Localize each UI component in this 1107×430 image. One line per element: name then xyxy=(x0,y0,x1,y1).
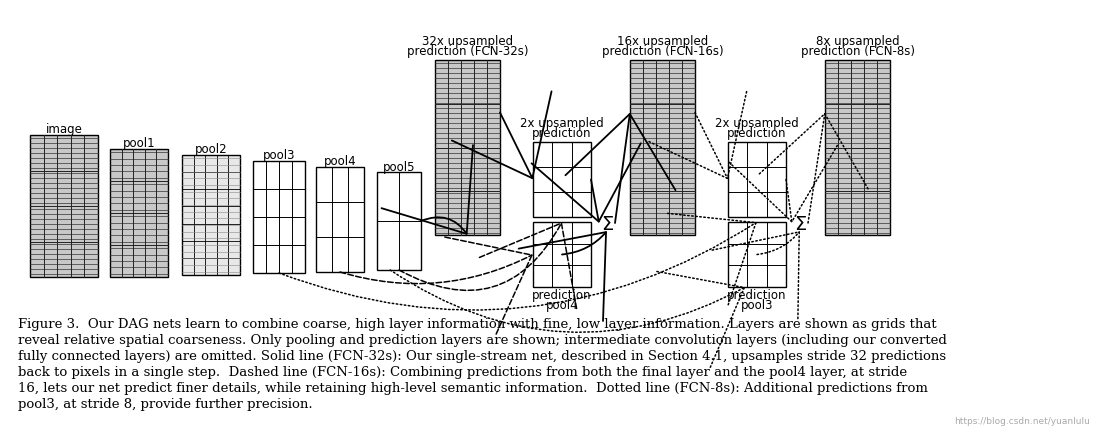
Text: image: image xyxy=(45,123,82,136)
Bar xyxy=(532,222,591,287)
Text: pool3: pool3 xyxy=(741,299,774,312)
Text: fully connected layers) are omitted. Solid line (FCN-32s): Our single-stream net: fully connected layers) are omitted. Sol… xyxy=(18,349,946,362)
Bar xyxy=(728,143,786,218)
Text: pool4: pool4 xyxy=(546,299,578,312)
Bar xyxy=(254,162,306,273)
Text: https://blog.csdn.net/yuanlulu: https://blog.csdn.net/yuanlulu xyxy=(954,416,1090,425)
Text: prediction (FCN-8s): prediction (FCN-8s) xyxy=(800,44,914,57)
Bar xyxy=(435,61,500,236)
Text: prediction (FCN-32s): prediction (FCN-32s) xyxy=(406,44,528,57)
Bar xyxy=(110,150,168,277)
Text: 16x upsampled: 16x upsampled xyxy=(617,34,708,47)
Bar xyxy=(377,172,421,270)
Text: 2x upsampled: 2x upsampled xyxy=(715,116,799,129)
Text: back to pixels in a single step.  Dashed line (FCN-16s): Combining predictions f: back to pixels in a single step. Dashed … xyxy=(18,365,907,378)
Text: 8x upsampled: 8x upsampled xyxy=(816,34,899,47)
Text: prediction: prediction xyxy=(727,126,787,139)
Text: pool3: pool3 xyxy=(262,149,296,162)
Bar xyxy=(30,136,99,277)
Text: $\Sigma$: $\Sigma$ xyxy=(600,214,613,233)
Text: pool2: pool2 xyxy=(195,143,227,156)
Bar xyxy=(182,156,240,275)
Text: pool3, at stride 8, provide further precision.: pool3, at stride 8, provide further prec… xyxy=(18,397,312,410)
Text: 32x upsampled: 32x upsampled xyxy=(422,34,513,47)
Text: pool5: pool5 xyxy=(383,160,415,173)
Text: pool1: pool1 xyxy=(123,137,155,150)
Text: pool4: pool4 xyxy=(323,155,356,168)
Text: prediction: prediction xyxy=(532,126,592,139)
Bar xyxy=(825,61,890,236)
Bar xyxy=(315,168,364,272)
Text: Figure 3.  Our DAG nets learn to combine coarse, high layer information with fin: Figure 3. Our DAG nets learn to combine … xyxy=(18,317,937,330)
Text: prediction: prediction xyxy=(727,289,787,302)
Bar xyxy=(532,143,591,218)
Text: 2x upsampled: 2x upsampled xyxy=(520,116,604,129)
Bar xyxy=(630,61,695,236)
Text: prediction: prediction xyxy=(532,289,592,302)
Text: 16, lets our net predict finer details, while retaining high-level semantic info: 16, lets our net predict finer details, … xyxy=(18,381,928,394)
Text: $\Sigma$: $\Sigma$ xyxy=(794,214,807,233)
Text: reveal relative spatial coarseness. Only pooling and prediction layers are shown: reveal relative spatial coarseness. Only… xyxy=(18,333,946,346)
Text: prediction (FCN-16s): prediction (FCN-16s) xyxy=(602,44,723,57)
Bar xyxy=(728,222,786,287)
